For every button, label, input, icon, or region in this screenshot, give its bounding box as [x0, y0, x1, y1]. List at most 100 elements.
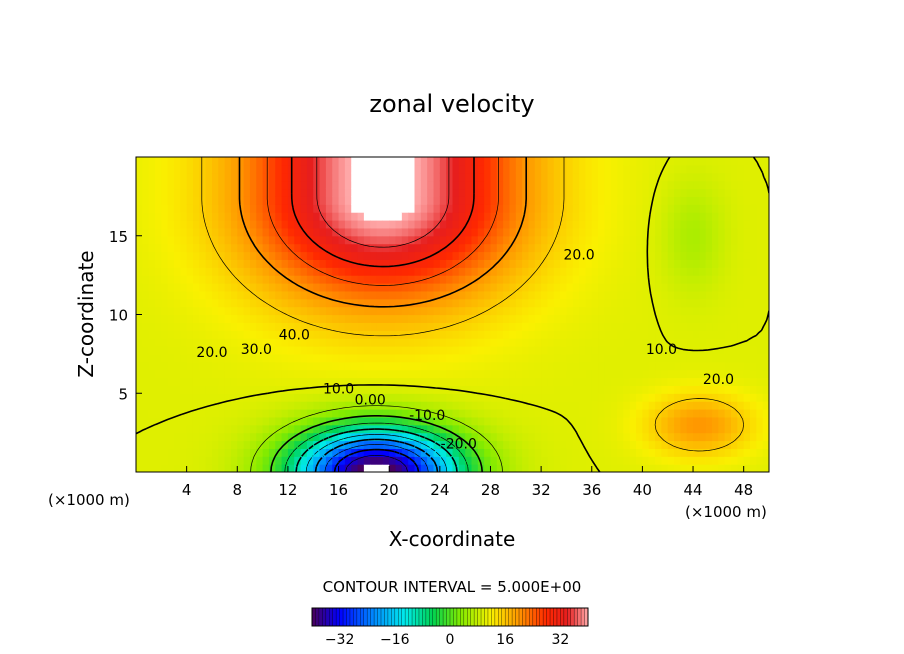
field-cell [161, 235, 169, 245]
field-cell [256, 338, 264, 347]
field-cell [148, 251, 156, 260]
field-cell [313, 401, 321, 410]
field-cell [205, 346, 213, 355]
field-cell [496, 267, 504, 276]
field-cell [249, 306, 257, 316]
field-cell [180, 432, 188, 442]
field-cell [389, 361, 397, 371]
field-cell [446, 283, 454, 292]
field-cell [262, 401, 270, 410]
field-cell [756, 440, 764, 449]
field-cell [205, 212, 213, 221]
field-cell [344, 377, 352, 386]
field-cell [142, 306, 150, 316]
field-cell [655, 369, 662, 379]
field-cell [566, 157, 574, 166]
field-cell [572, 338, 580, 347]
field-cell [211, 456, 219, 465]
field-cell [433, 243, 441, 253]
field-cell [161, 212, 169, 221]
field-cell [180, 353, 188, 363]
colorbar-swatch [553, 608, 558, 626]
field-cell [414, 330, 422, 339]
colorbar-ticks: −32 −16 0 16 32 [325, 632, 569, 648]
field-cell [211, 330, 219, 339]
field-cell [604, 456, 612, 465]
field-cell [148, 306, 156, 316]
x-tick-label: 24 [430, 481, 449, 499]
colorbar-swatch [529, 608, 534, 626]
field-cell [528, 243, 536, 253]
field-cell [382, 353, 390, 363]
field-cell [642, 346, 650, 355]
field-cell [743, 188, 751, 197]
contour-label: 10.0 [646, 342, 677, 358]
field-cell [610, 369, 618, 379]
field-cell [756, 204, 764, 213]
field-cell [136, 346, 143, 355]
field-cell [218, 393, 226, 402]
field-cell [490, 432, 498, 442]
field-cell [370, 346, 378, 355]
field-cell [256, 346, 264, 355]
field-cell [496, 385, 504, 394]
field-cell [262, 314, 270, 323]
field-cell [433, 306, 441, 316]
field-cell [275, 164, 283, 174]
field-cell [357, 157, 365, 166]
field-cell [249, 361, 257, 371]
field-cell [167, 448, 175, 457]
field-cell [344, 204, 352, 213]
field-cell [705, 401, 713, 410]
field-cell [686, 330, 694, 339]
field-cell [382, 212, 390, 221]
field-cell [610, 227, 618, 237]
field-cell [300, 409, 308, 418]
field-cell [186, 251, 194, 260]
field-cell [680, 424, 688, 434]
field-cell [136, 235, 143, 245]
field-cell [325, 401, 333, 410]
field-cell [655, 251, 662, 260]
field-cell [503, 275, 511, 284]
field-cell [376, 369, 384, 379]
field-cell [642, 377, 650, 386]
field-cell [142, 172, 150, 182]
field-cell [389, 385, 397, 394]
field-cell [389, 330, 397, 339]
field-cell [667, 314, 675, 323]
field-cell [161, 361, 169, 371]
field-cell [699, 369, 707, 379]
field-cell [249, 424, 257, 434]
field-cell [167, 322, 175, 331]
field-cell [648, 267, 656, 276]
field-cell [351, 416, 359, 426]
field-cell [154, 164, 162, 174]
field-cell [528, 448, 536, 457]
field-cell [477, 227, 485, 237]
field-cell [306, 385, 314, 394]
field-cell [490, 188, 498, 197]
field-cell [471, 306, 479, 316]
field-cell [230, 243, 238, 253]
field-cell [617, 361, 625, 371]
field-cell [471, 227, 479, 237]
field-cell [142, 377, 150, 386]
field-cell [629, 330, 637, 339]
field-cell [325, 188, 333, 197]
colorbar-swatch [546, 608, 551, 626]
field-cell [401, 196, 409, 205]
field-cell [705, 409, 713, 418]
field-cell [686, 377, 694, 386]
field-cell [477, 290, 485, 300]
field-cell [642, 448, 650, 457]
field-cell [414, 212, 422, 221]
field-cell [490, 393, 498, 402]
field-cell [439, 188, 447, 197]
field-cell [281, 204, 289, 213]
field-cell [712, 267, 719, 276]
contour-line [316, 157, 450, 248]
field-cell [325, 251, 333, 260]
field-cell [230, 464, 238, 472]
field-cell [401, 204, 409, 213]
